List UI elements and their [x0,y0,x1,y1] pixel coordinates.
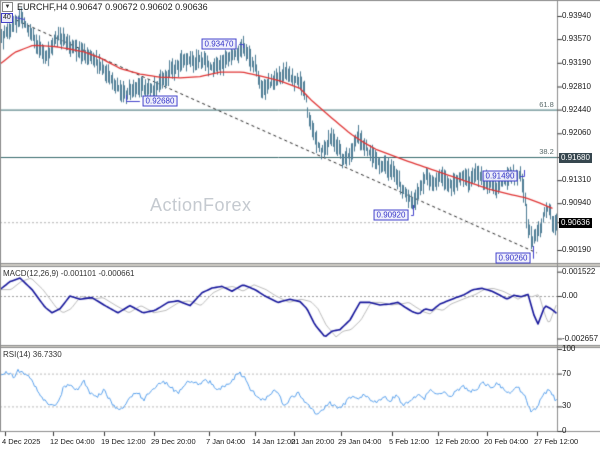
current-price-label: 0.90636 [559,218,592,229]
time-axis-label: 12 Dec 04:00 [50,437,95,446]
price-axis-label: 0.90940 [562,198,591,208]
actionforex-watermark: ActionForex [150,195,252,215]
time-axis-label: 20 Feb 04:00 [484,437,529,446]
fib-level-label: 61.8 [539,99,554,109]
macd-axis-label: 0.001522 [562,266,596,276]
price-annotation-box: 0.90920 [373,209,409,221]
time-axis-label: 29 Dec 20:00 [151,437,196,446]
price-axis-label: 0.93190 [562,57,591,67]
rsi-axis-label: 70 [562,368,571,378]
time-axis-label: 4 Dec 2025 [2,437,41,446]
price-axis-label: 0.92810 [562,81,591,91]
symbol-quote-title: EURCHF,H4 0.90647 0.90672 0.90602 0.9063… [17,2,208,12]
bar-count-marker: 40 [1,13,13,23]
fib-level-label: 38.2 [539,147,554,157]
price-annotation-box: 0.91490 [482,170,518,182]
price-axis-label: 0.90190 [562,245,591,254]
price-axis-label: 0.91680 [559,153,592,164]
time-axis-label: 12 Feb 20:00 [435,437,480,446]
ohlc-values: 0.90647 0.90672 0.90602 0.90636 [70,2,208,12]
time-axis-label: 27 Feb 12:00 [534,437,579,446]
time-axis-label: 5 Feb 12:00 [389,437,430,446]
macd-axis-label: -0.002657 [562,333,599,343]
price-annotation-box: 0.92680 [142,95,178,107]
symbol-timeframe: EURCHF,H4 [17,2,68,12]
price-annotation-box: 0.90260 [495,252,531,264]
time-axis-label: 21 Jan 20:00 [291,437,335,446]
quote-panel-toggle-icon[interactable]: ▼ [2,2,13,12]
price-axis-label: 0.92060 [562,128,591,138]
macd-axis-label: 0.00 [562,291,578,300]
chart-title-bar: ▼ EURCHF,H4 0.90647 0.90672 0.90602 0.90… [2,2,208,12]
time-axis-label: 29 Jan 04:00 [338,437,382,446]
price-annotation-box: 0.93470 [201,38,237,50]
rsi-axis-label: 30 [562,401,571,411]
price-axis-label: 0.92440 [562,104,591,114]
rsi-axis-label: 0 [562,426,567,435]
rsi-indicator-label: RSI(14) 36.7330 [3,350,62,359]
time-axis-label: 14 Jan 12:00 [252,437,296,446]
time-axis-label: 19 Dec 12:00 [101,437,146,446]
price-axis-label: 0.93570 [562,34,591,44]
time-axis-label: 7 Jan 04:00 [206,437,246,446]
price-axis-label: 0.93940 [562,11,591,20]
rsi-axis-label: 100 [562,344,576,353]
price-axis-label: 0.91310 [562,175,591,185]
macd-indicator-label: MACD(12,26,9) -0.001101 -0.000661 [3,269,135,278]
